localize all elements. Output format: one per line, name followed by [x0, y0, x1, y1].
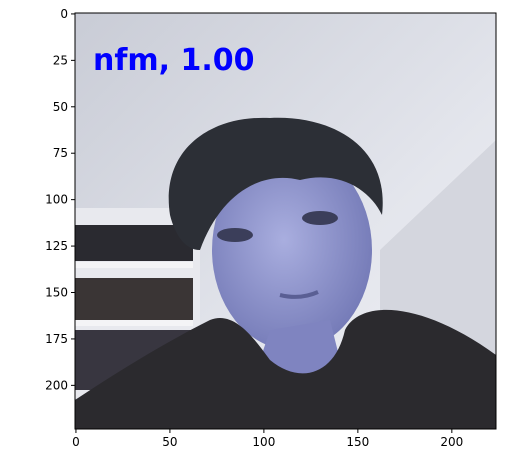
x-tick-label: 50 [162, 435, 177, 449]
y-tick-label: 50 [53, 100, 68, 114]
y-tick-label: 100 [45, 193, 68, 207]
y-tick-label: 125 [45, 239, 68, 253]
y-tick-label: 25 [53, 53, 68, 67]
axes-frame [74, 12, 497, 430]
x-tick-label: 100 [252, 435, 275, 449]
y-tick-label: 150 [45, 286, 68, 300]
annotation: nfm, 1.00 [93, 43, 255, 78]
image: nfm, 1.00 [75, 13, 496, 429]
y-tick-label: 75 [53, 146, 68, 160]
x-tick-label: 0 [72, 435, 80, 449]
y-tick-label: 0 [60, 7, 68, 21]
y-tick-label: 200 [45, 378, 68, 392]
x-tick-label: 200 [440, 435, 463, 449]
x-tick-label: 150 [346, 435, 369, 449]
y-tick-label: 175 [45, 332, 68, 346]
